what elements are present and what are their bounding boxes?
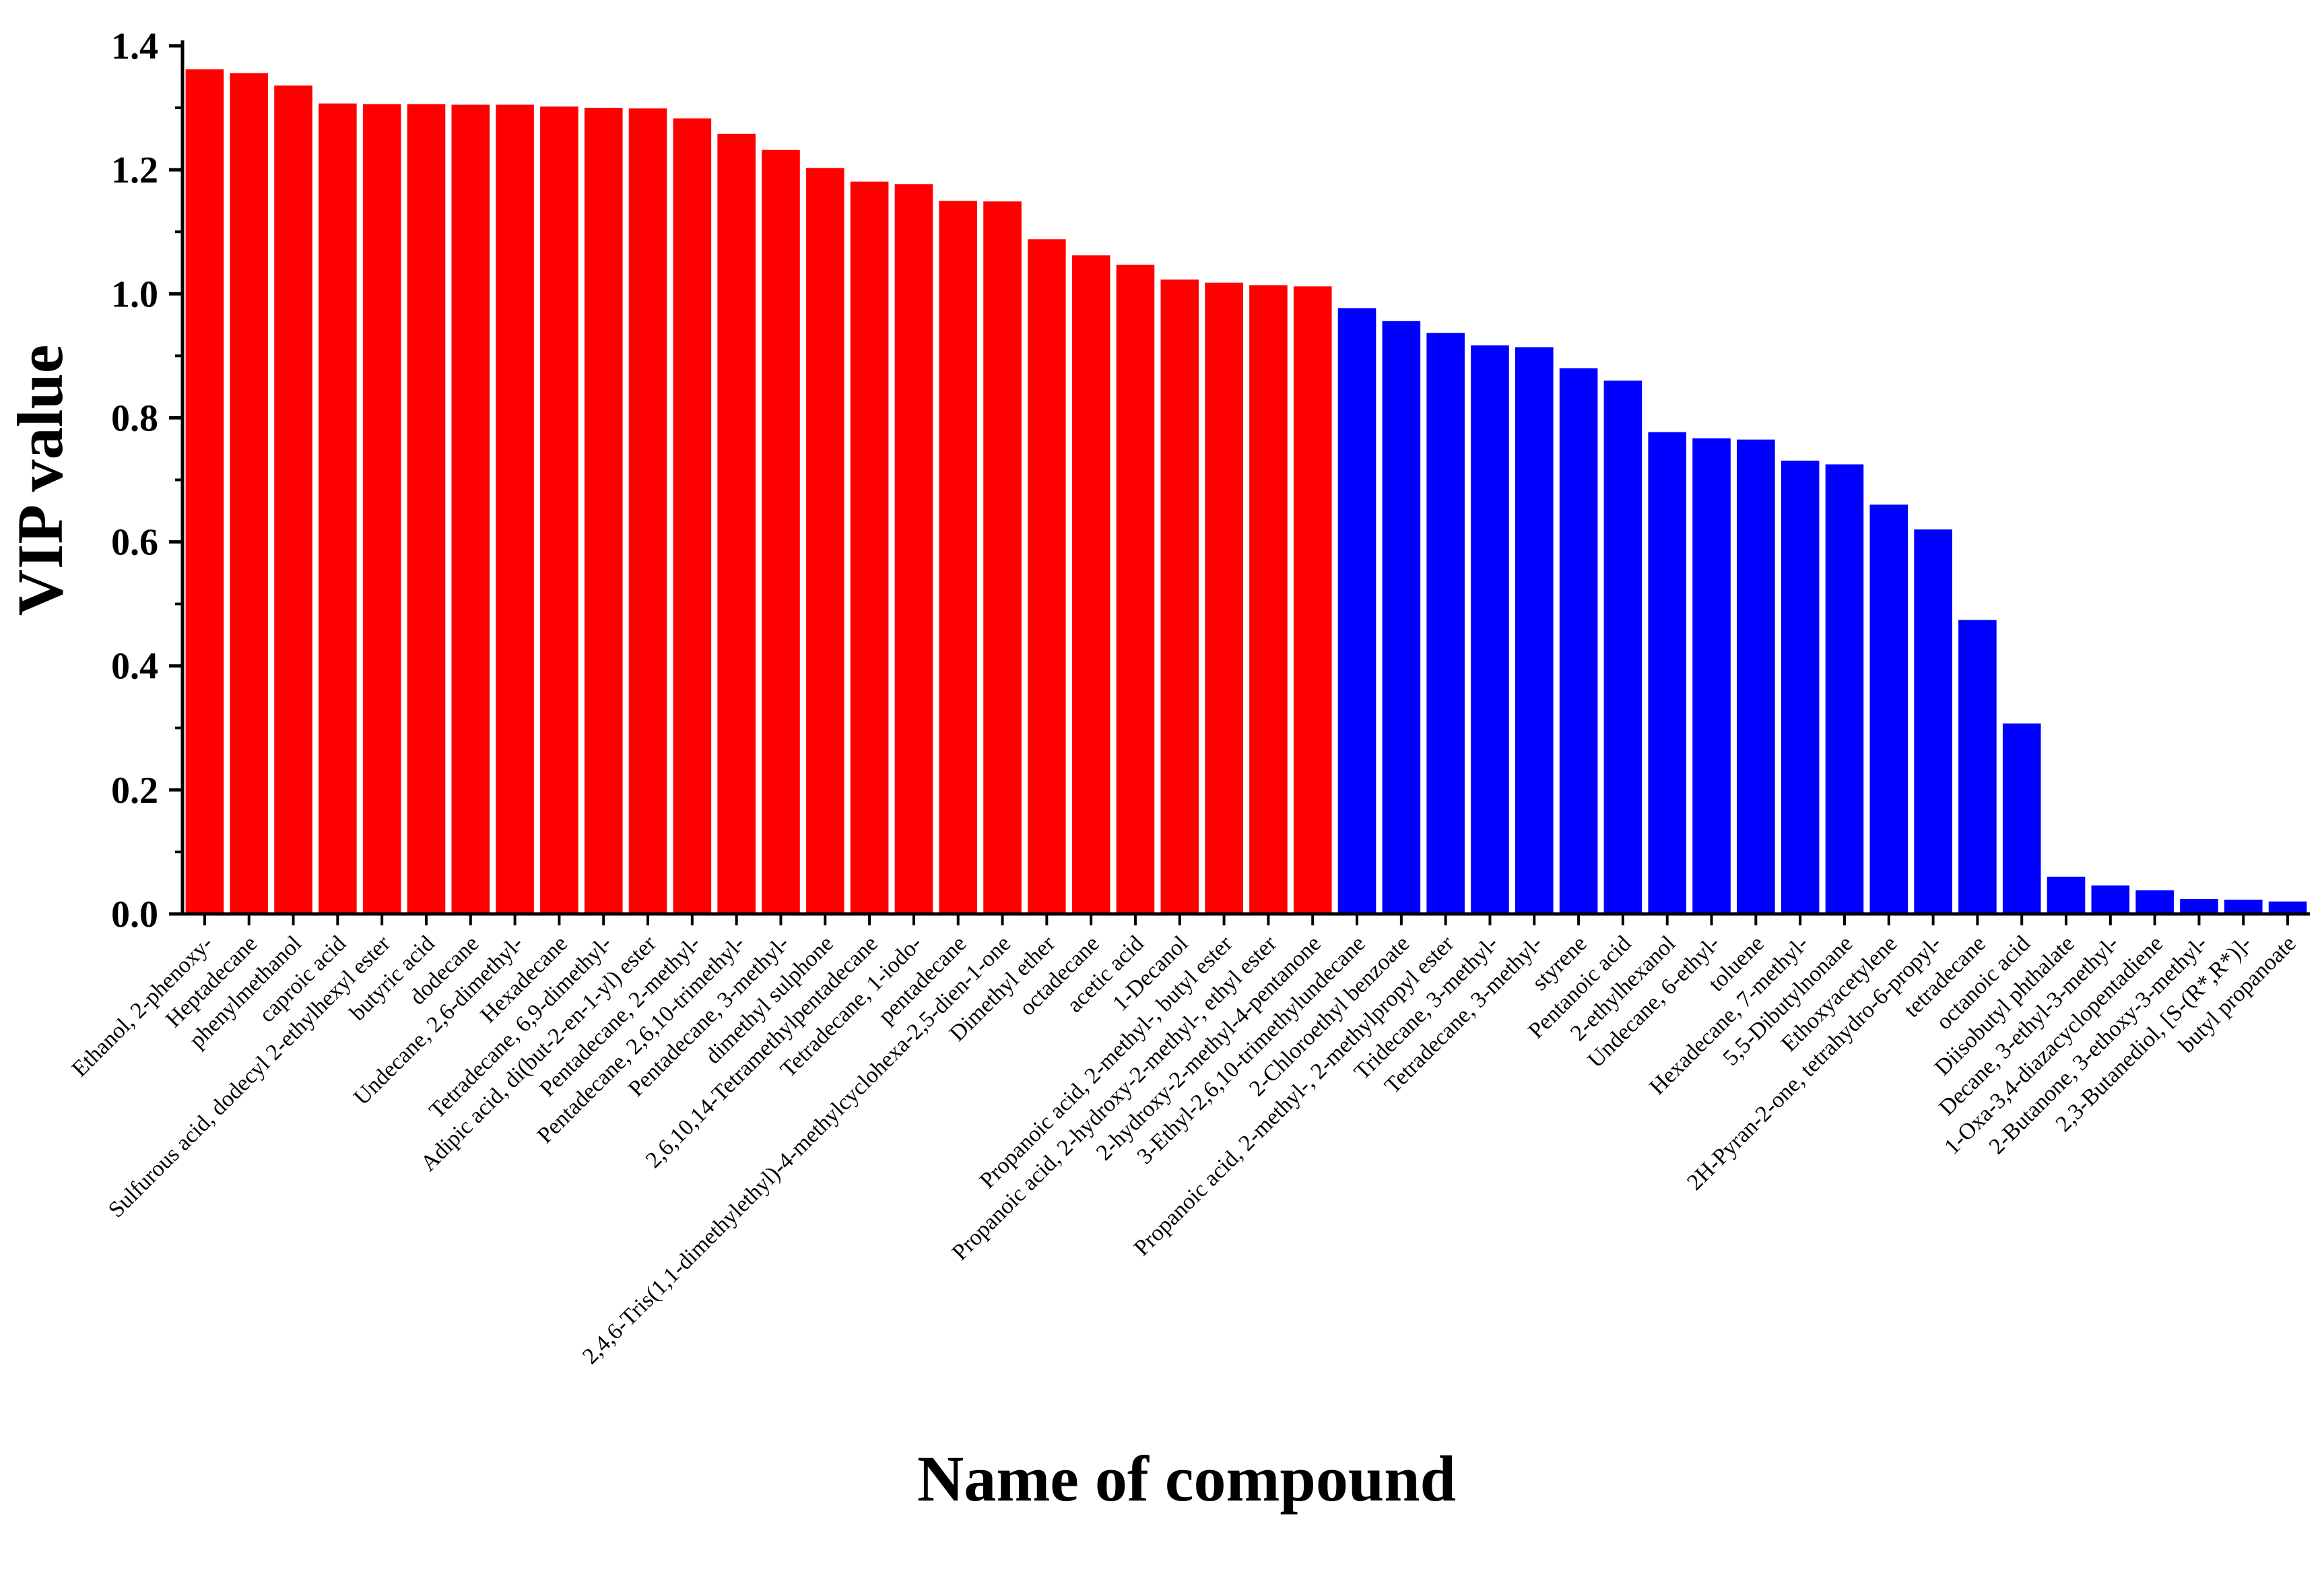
bars-group xyxy=(185,69,2307,915)
y-tick-label: 1.0 xyxy=(111,273,158,315)
y-tick-label: 0.8 xyxy=(111,397,158,439)
bar-36 xyxy=(1737,439,1775,914)
category-labels-group: Ethanol, 2-phenoxy-Heptadecanephenylmeth… xyxy=(67,931,2301,1369)
bar-6 xyxy=(407,104,446,914)
bar-25 xyxy=(1249,285,1288,914)
bar-13 xyxy=(717,133,756,915)
y-axis-title: VIP value xyxy=(4,345,76,616)
bar-29 xyxy=(1426,333,1465,914)
bar-21 xyxy=(1071,255,1110,914)
bar-45 xyxy=(2135,890,2174,914)
bar-24 xyxy=(1205,282,1243,915)
bar-5 xyxy=(362,104,401,914)
bar-2 xyxy=(230,73,269,914)
bar-22 xyxy=(1116,265,1155,914)
bar-20 xyxy=(1028,239,1066,914)
bar-43 xyxy=(2047,876,2086,914)
bar-26 xyxy=(1293,286,1332,914)
bar-10 xyxy=(584,108,623,914)
bar-3 xyxy=(274,85,312,914)
y-tick-label: 1.4 xyxy=(111,26,158,67)
bar-34 xyxy=(1648,432,1687,914)
bar-39 xyxy=(1869,504,1908,914)
bar-15 xyxy=(805,168,844,914)
bar-11 xyxy=(628,108,667,915)
bar-38 xyxy=(1825,464,1864,914)
bar-19 xyxy=(983,201,1022,915)
bar-14 xyxy=(762,150,800,915)
y-tick-label: 0.6 xyxy=(111,522,158,564)
bar-37 xyxy=(1781,460,1820,914)
bar-47 xyxy=(2224,899,2263,914)
bar-40 xyxy=(1914,529,1952,914)
bar-30 xyxy=(1471,345,1509,914)
bar-1 xyxy=(185,69,224,915)
bar-12 xyxy=(673,118,712,915)
bar-28 xyxy=(1382,321,1421,914)
bar-44 xyxy=(2091,885,2130,914)
x-axis-title: Name of compound xyxy=(917,1443,1456,1515)
bar-23 xyxy=(1160,279,1199,914)
bar-9 xyxy=(540,106,578,915)
bar-16 xyxy=(850,181,889,914)
y-tick-label: 0.0 xyxy=(111,894,158,935)
bar-8 xyxy=(496,104,534,915)
bar-27 xyxy=(1337,308,1376,915)
bar-17 xyxy=(894,184,933,914)
bar-4 xyxy=(319,103,357,914)
ticks-group: 0.0 0.2 0.4 0.6 0.8 1.0 1.2 1.4 xyxy=(111,26,2290,935)
axes-group xyxy=(180,40,2310,916)
bar-42 xyxy=(2002,723,2041,914)
y-tick-label: 0.4 xyxy=(111,646,158,688)
bar-48 xyxy=(2268,901,2307,914)
bar-31 xyxy=(1515,347,1554,914)
bar-7 xyxy=(451,104,490,915)
y-tick-label: 0.2 xyxy=(111,770,158,812)
bar-46 xyxy=(2180,898,2218,914)
y-tick-label: 1.2 xyxy=(111,150,158,191)
bar-33 xyxy=(1603,381,1642,914)
bar-18 xyxy=(939,201,978,915)
bar-35 xyxy=(1692,438,1731,914)
bar-32 xyxy=(1559,368,1598,914)
bar-41 xyxy=(1958,620,1997,914)
